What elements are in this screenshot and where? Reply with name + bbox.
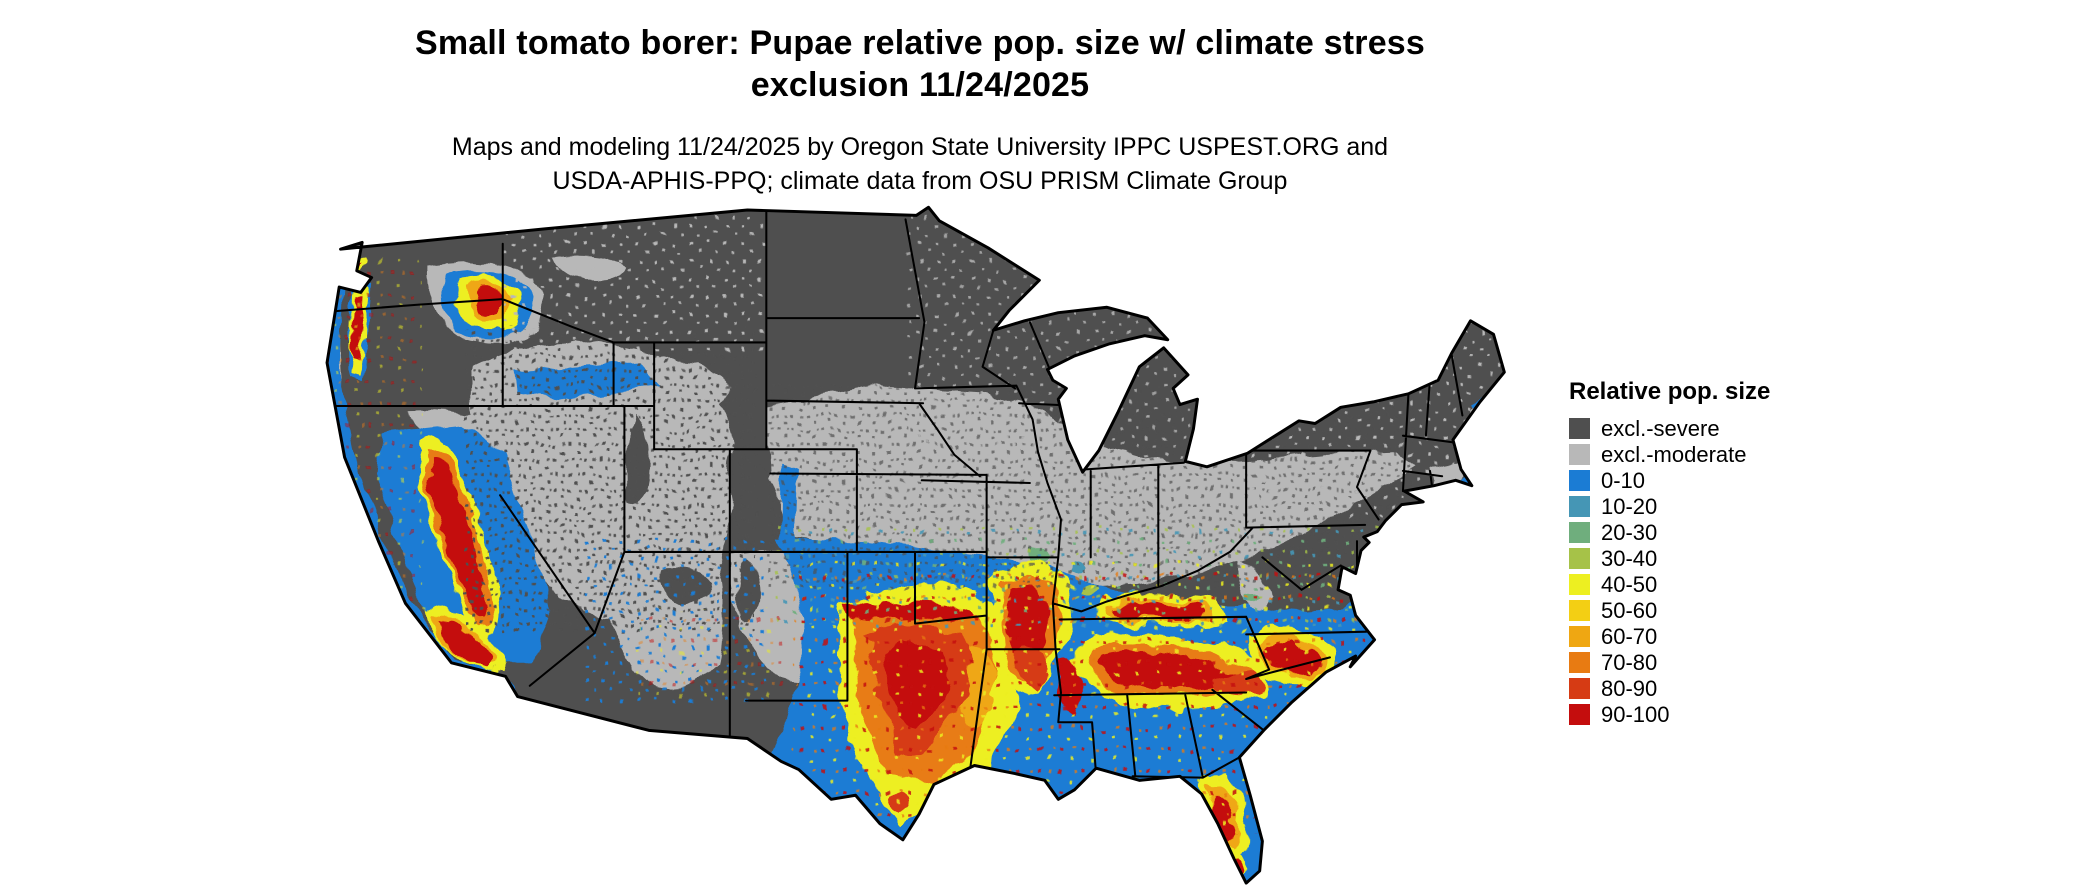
- legend-item-label: 20-30: [1601, 520, 1658, 545]
- legend-item: excl.-moderate: [1569, 442, 1770, 467]
- legend-item: 0-10: [1569, 468, 1770, 493]
- us-map: [300, 203, 1530, 886]
- legend-item-label: 50-60: [1601, 598, 1658, 623]
- legend-item-label: 10-20: [1601, 494, 1658, 519]
- raster-speckle: [327, 211, 1505, 835]
- legend-item: 60-70: [1569, 624, 1770, 649]
- us-map-svg: [325, 205, 1506, 885]
- header: Small tomato borer: Pupae relative pop. …: [0, 22, 1840, 198]
- legend-swatch: [1569, 522, 1590, 543]
- legend-swatch: [1569, 496, 1590, 517]
- legend-item: 90-100: [1569, 702, 1770, 727]
- legend-item-label: excl.-moderate: [1601, 442, 1747, 467]
- legend-item: 30-40: [1569, 546, 1770, 571]
- legend-swatch: [1569, 470, 1590, 491]
- map-subtitle-line2: USDA-APHIS-PPQ; climate data from OSU PR…: [552, 167, 1288, 195]
- map-subtitle: Maps and modeling 11/24/2025 by Oregon S…: [0, 130, 1840, 198]
- legend-item-label: 30-40: [1601, 546, 1658, 571]
- map-raster: [327, 207, 1505, 884]
- legend-swatch: [1569, 574, 1590, 595]
- legend: Relative pop. size excl.-severe excl.-mod…: [1569, 378, 1771, 727]
- legend-swatch: [1569, 704, 1590, 725]
- legend-item-label: 60-70: [1601, 624, 1658, 649]
- map-title-line1: Small tomato borer: Pupae relative pop. …: [414, 24, 1426, 62]
- map-title-line2: exclusion 11/24/2025: [750, 66, 1090, 104]
- legend-item: 80-90: [1569, 676, 1770, 701]
- legend-item-label: 90-100: [1601, 702, 1670, 727]
- legend-item-label: 70-80: [1601, 650, 1658, 675]
- legend-items: excl.-severe excl.-moderate 0-10 10-20 20-30…: [1569, 416, 1770, 727]
- legend-swatch: [1569, 600, 1590, 621]
- map-title: Small tomato borer: Pupae relative pop. …: [0, 22, 1840, 106]
- legend-item: 10-20: [1569, 494, 1770, 519]
- legend-swatch: [1569, 678, 1590, 699]
- legend-item: 70-80: [1569, 650, 1770, 675]
- legend-item-label: excl.-severe: [1601, 416, 1720, 441]
- legend-item: 50-60: [1569, 598, 1770, 623]
- map-subtitle-line1: Maps and modeling 11/24/2025 by Oregon S…: [451, 133, 1389, 161]
- legend-swatch: [1569, 418, 1590, 439]
- legend-swatch: [1569, 548, 1590, 569]
- legend-swatch: [1569, 652, 1590, 673]
- legend-swatch: [1569, 626, 1590, 647]
- legend-item-label: 80-90: [1601, 676, 1658, 701]
- legend-item-label: 0-10: [1601, 468, 1646, 493]
- legend-title: Relative pop. size: [1569, 378, 1771, 405]
- legend-item: excl.-severe: [1569, 416, 1770, 441]
- legend-item: 40-50: [1569, 572, 1770, 597]
- legend-item: 20-30: [1569, 520, 1770, 545]
- state-borders: [331, 210, 1464, 779]
- legend-item-label: 40-50: [1601, 572, 1658, 597]
- legend-swatch: [1569, 444, 1590, 465]
